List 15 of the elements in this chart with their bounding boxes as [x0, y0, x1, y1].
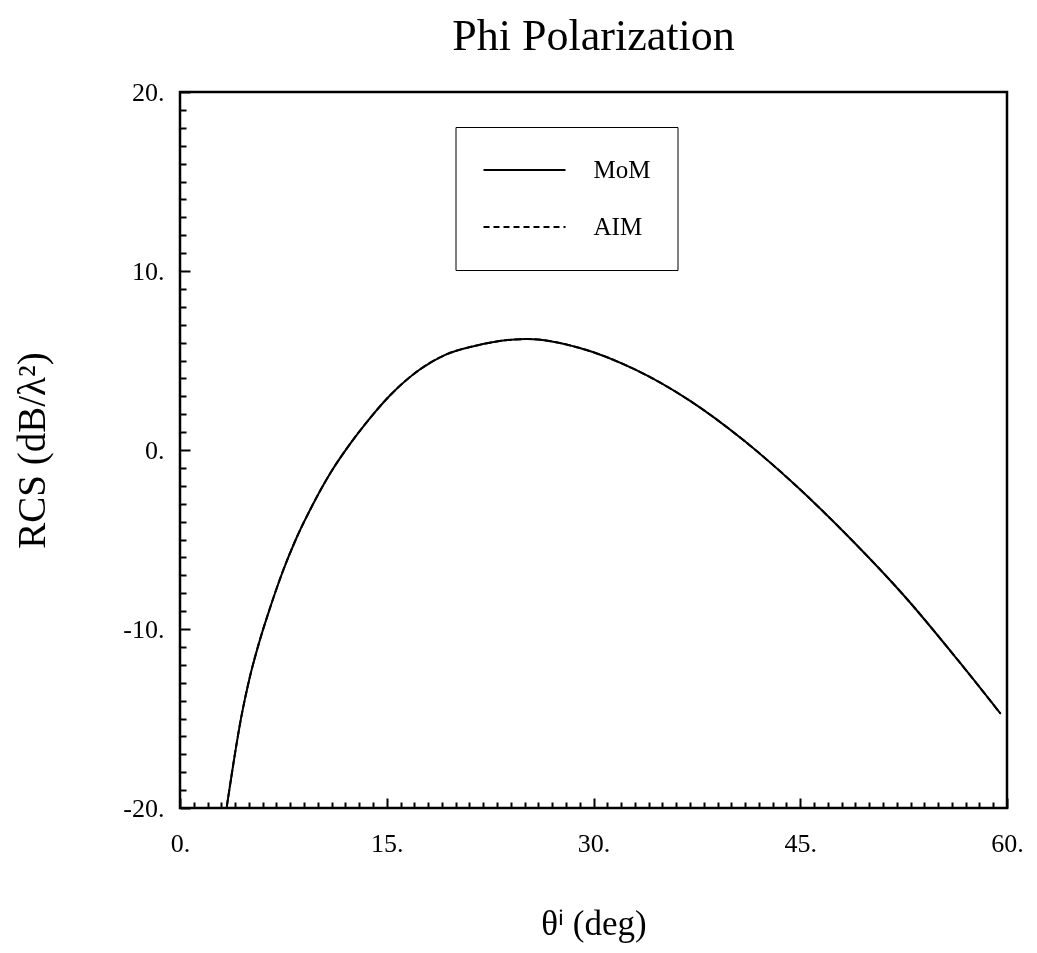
legend-label: MoM	[593, 156, 651, 183]
y-tick-label: 20.	[132, 77, 165, 107]
y-axis-title: RCS (dB/λ²)	[10, 352, 55, 549]
x-tick-label: 60.	[991, 828, 1024, 858]
chart-title: Phi Polarization	[452, 11, 735, 60]
y-tick-label: 0.	[145, 435, 165, 465]
x-tick-label: 45.	[784, 828, 817, 858]
y-tick-label: -20.	[123, 793, 165, 823]
x-tick-label: 15.	[371, 828, 404, 858]
y-tick-label: -10.	[123, 614, 165, 644]
y-tick-label: 10.	[132, 256, 165, 286]
x-axis-title: θⁱ (deg)	[541, 903, 647, 943]
x-tick-label: 30.	[577, 828, 611, 858]
x-tick-label: 0.	[170, 828, 191, 858]
legend-label: AIM	[593, 213, 643, 240]
